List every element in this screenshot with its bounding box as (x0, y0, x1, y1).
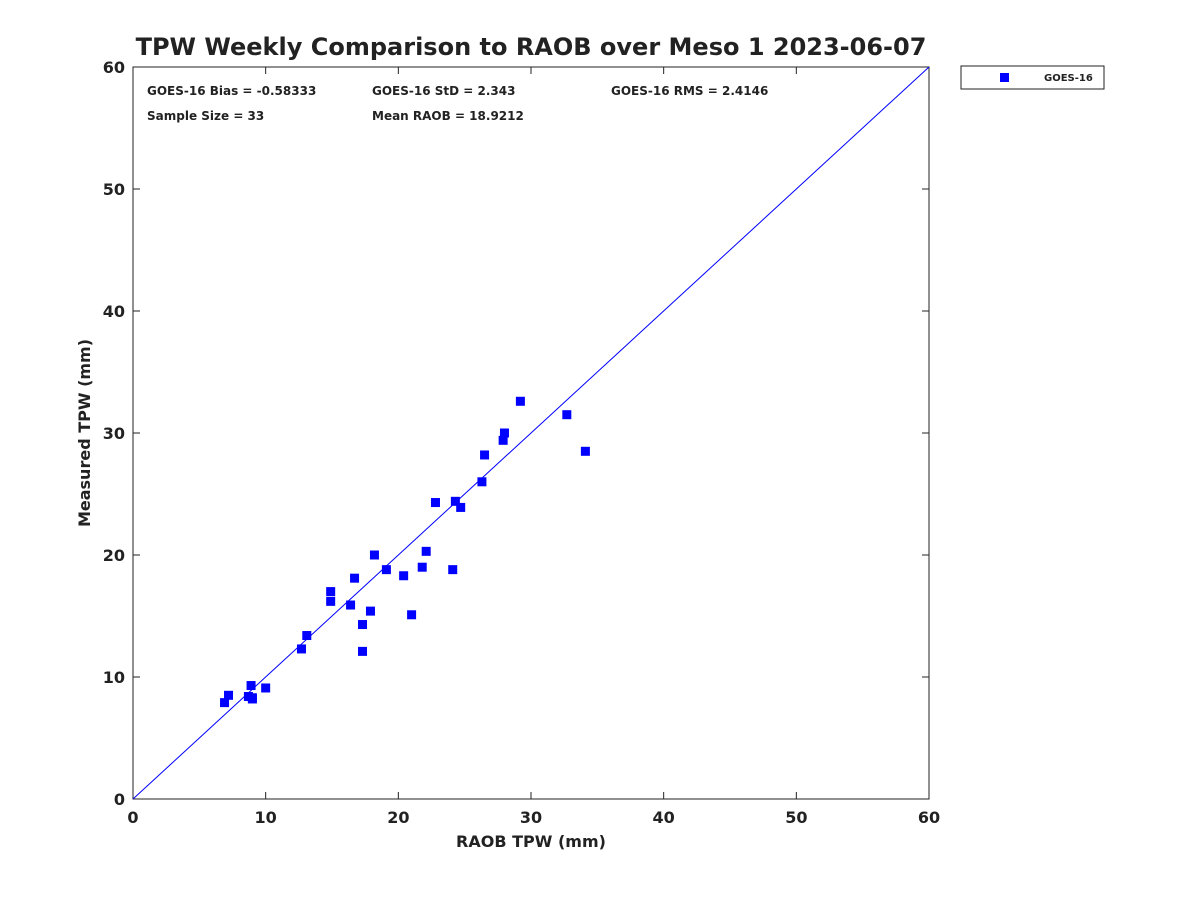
data-point (224, 690, 234, 700)
data-point (220, 698, 230, 708)
data-point (450, 496, 460, 506)
data-point (350, 573, 360, 583)
y-tick-label: 10 (103, 668, 125, 687)
stat-std: GOES-16 StD = 2.343 (372, 84, 515, 98)
legend-marker-goes-16 (1000, 73, 1009, 82)
data-point (430, 498, 440, 508)
x-tick-label: 60 (918, 808, 940, 827)
data-point (499, 428, 509, 438)
data-point (456, 502, 466, 512)
x-tick-label: 20 (387, 808, 409, 827)
data-point (421, 546, 431, 556)
data-point (246, 681, 256, 691)
x-tick-label: 50 (785, 808, 807, 827)
data-point (365, 606, 375, 616)
data-point (261, 683, 271, 693)
data-point (296, 644, 306, 654)
data-point (346, 600, 356, 610)
stat-bias: GOES-16 Bias = -0.58333 (147, 84, 316, 98)
data-point (515, 396, 525, 406)
y-tick-label: 40 (103, 302, 125, 321)
data-point (477, 477, 487, 487)
stat-rms: GOES-16 RMS = 2.4146 (611, 84, 768, 98)
data-point (358, 620, 368, 630)
y-tick-label: 20 (103, 546, 125, 565)
data-point (326, 587, 336, 597)
y-axis-label: Measured TPW (mm) (75, 339, 94, 527)
data-point (480, 450, 490, 460)
data-point (358, 646, 368, 656)
stat-mean-raob: Mean RAOB = 18.9212 (372, 109, 524, 123)
y-tick-label: 60 (103, 58, 125, 77)
data-point (302, 631, 312, 641)
data-point (399, 571, 409, 581)
data-point (562, 410, 572, 420)
data-point (381, 565, 391, 575)
data-point (448, 565, 458, 575)
x-tick-label: 40 (653, 808, 675, 827)
x-axis-label: RAOB TPW (mm) (456, 832, 606, 851)
data-point (326, 596, 336, 606)
legend-label-goes-16: GOES-16 (1044, 73, 1093, 84)
legend: GOES-16 (960, 65, 1105, 90)
one-to-one-line (132, 66, 930, 800)
data-point (498, 435, 508, 445)
stat-sample-size: Sample Size = 33 (147, 109, 264, 123)
x-tick-label: 30 (520, 808, 542, 827)
y-tick-label: 30 (103, 424, 125, 443)
data-point (369, 550, 379, 560)
chart-title: TPW Weekly Comparison to RAOB over Meso … (136, 33, 927, 61)
x-tick-label: 0 (127, 808, 138, 827)
data-point (417, 562, 427, 572)
legend-box (960, 65, 1105, 90)
y-tick-label: 0 (114, 790, 125, 809)
data-point (407, 610, 417, 620)
y-tick-label: 50 (103, 180, 125, 199)
data-point (580, 446, 590, 456)
data-point (247, 693, 257, 703)
x-tick-label: 10 (255, 808, 277, 827)
